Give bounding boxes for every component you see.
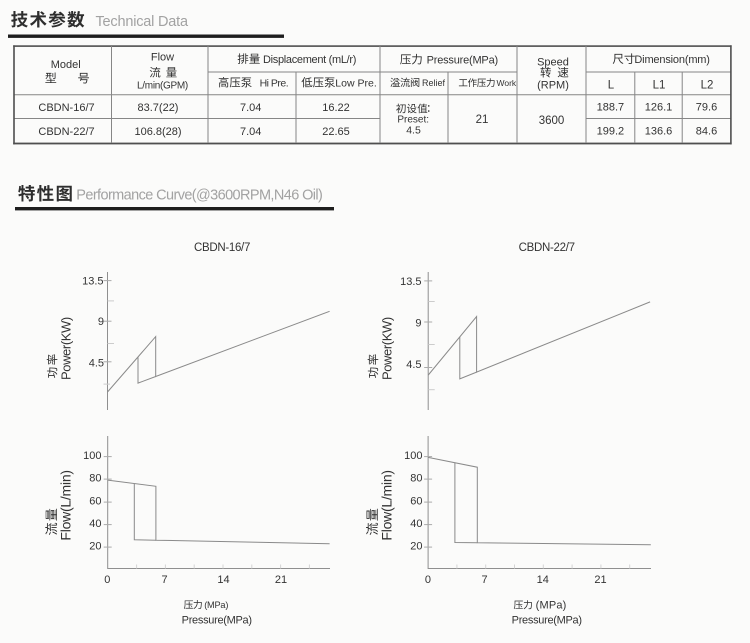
svg-text:60: 60 <box>410 496 422 508</box>
svg-text:13.5: 13.5 <box>400 276 421 288</box>
svg-text:106.8(28): 106.8(28) <box>134 126 181 138</box>
svg-text:L1: L1 <box>653 79 666 91</box>
svg-text:40: 40 <box>89 518 101 530</box>
svg-text:7.04: 7.04 <box>240 126 261 138</box>
svg-text:21: 21 <box>476 114 489 126</box>
svg-text:20: 20 <box>410 541 422 553</box>
svg-text:100: 100 <box>83 450 101 462</box>
svg-text:Flow(L/min): Flow(L/min) <box>58 470 74 540</box>
svg-text:40: 40 <box>410 518 422 530</box>
svg-text:79.6: 79.6 <box>696 101 717 113</box>
svg-text:13.5: 13.5 <box>82 276 103 288</box>
svg-text:20: 20 <box>89 541 101 553</box>
svg-text:Relief: Relief <box>422 78 446 88</box>
svg-text:83.7(22): 83.7(22) <box>138 102 179 114</box>
svg-text:Power(KW): Power(KW) <box>379 317 394 380</box>
svg-text:22.65: 22.65 <box>322 126 350 138</box>
svg-text:Displacement (mL/r): Displacement (mL/r) <box>263 54 356 66</box>
svg-text:L2: L2 <box>701 79 714 91</box>
svg-text:9: 9 <box>98 316 104 328</box>
svg-text:21: 21 <box>275 574 287 586</box>
svg-text:CBDN-16/7: CBDN-16/7 <box>38 102 94 114</box>
svg-text:(MPa): (MPa) <box>536 599 567 611</box>
svg-text:4.5: 4.5 <box>89 358 104 370</box>
svg-text:L: L <box>608 79 615 91</box>
svg-text:3600: 3600 <box>539 115 565 127</box>
svg-text:80: 80 <box>410 473 422 485</box>
svg-text:7: 7 <box>161 574 167 586</box>
svg-text:Pressure(MPa): Pressure(MPa) <box>427 55 498 67</box>
svg-text:Performance Curve(@3600RPM,N46: Performance Curve(@3600RPM,N46 Oil) <box>76 188 322 204</box>
svg-text:L/min(GPM): L/min(GPM) <box>137 80 188 91</box>
svg-text:CBDN-22/7: CBDN-22/7 <box>38 126 94 138</box>
svg-text:(RPM): (RPM) <box>537 80 569 92</box>
svg-text:Speed: Speed <box>537 57 569 69</box>
svg-text:(MPa): (MPa) <box>204 600 228 610</box>
svg-text:Power(KW): Power(KW) <box>58 317 73 380</box>
svg-text:21: 21 <box>594 574 606 586</box>
svg-text:199.2: 199.2 <box>597 125 625 137</box>
svg-text:16.22: 16.22 <box>322 102 350 114</box>
svg-text:Pressure(MPa): Pressure(MPa) <box>182 614 252 626</box>
svg-text:80: 80 <box>89 473 101 485</box>
svg-text:CBDN-16/7: CBDN-16/7 <box>194 242 250 254</box>
svg-text:84.6: 84.6 <box>696 125 717 137</box>
svg-text:Dimension(mm): Dimension(mm) <box>634 54 709 66</box>
svg-text:Flow(L/min): Flow(L/min) <box>379 470 395 540</box>
svg-text:Work: Work <box>497 78 517 88</box>
svg-text:Model: Model <box>51 59 81 71</box>
svg-text:0: 0 <box>425 574 431 586</box>
svg-text:14: 14 <box>537 574 549 586</box>
svg-text:7.04: 7.04 <box>240 102 261 114</box>
svg-text:4.5: 4.5 <box>406 124 421 136</box>
svg-text:60: 60 <box>89 496 101 508</box>
svg-text:Hi Pre.: Hi Pre. <box>260 78 289 90</box>
svg-text:Low Pre.: Low Pre. <box>335 78 376 90</box>
svg-text:100: 100 <box>404 450 422 462</box>
svg-text:9: 9 <box>415 318 421 330</box>
svg-text:Technical Data: Technical Data <box>96 14 189 30</box>
svg-text:7: 7 <box>482 574 488 586</box>
svg-text:14: 14 <box>217 574 229 586</box>
svg-text:4.5: 4.5 <box>406 359 421 371</box>
svg-text:126.1: 126.1 <box>645 101 673 113</box>
svg-text:Preset:: Preset: <box>397 115 429 126</box>
svg-text:188.7: 188.7 <box>597 101 625 113</box>
svg-text:Flow: Flow <box>151 51 174 63</box>
svg-text:Pressure(MPa): Pressure(MPa) <box>512 614 582 626</box>
svg-text:136.6: 136.6 <box>645 125 673 137</box>
svg-text:CBDN-22/7: CBDN-22/7 <box>519 242 575 254</box>
svg-text:0: 0 <box>104 574 110 586</box>
